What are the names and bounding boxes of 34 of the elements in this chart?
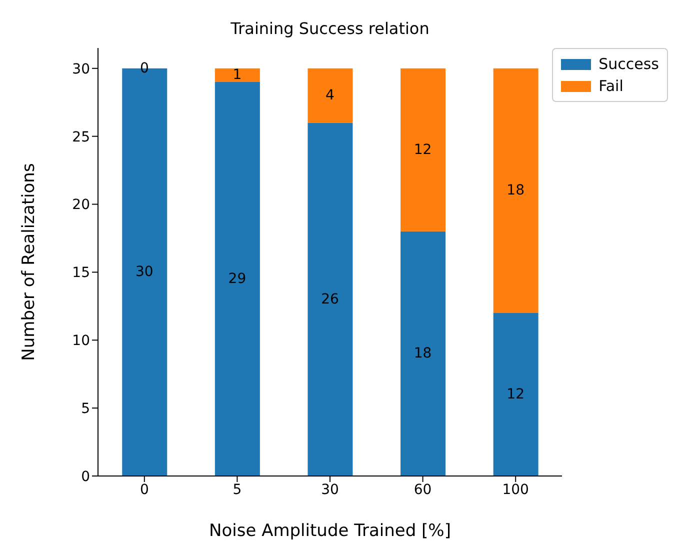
x-tick-label: 60 bbox=[414, 482, 432, 498]
data-label: 4 bbox=[326, 88, 335, 104]
data-label: 12 bbox=[506, 386, 525, 402]
y-tick-label: 20 bbox=[72, 197, 90, 214]
y-tick-label: 15 bbox=[72, 265, 90, 282]
y-tick-label: 10 bbox=[72, 333, 90, 350]
y-tick-label: 0 bbox=[81, 468, 90, 485]
data-label: 30 bbox=[135, 264, 154, 280]
bar bbox=[400, 231, 446, 476]
y-tick-label: 5 bbox=[81, 401, 90, 418]
bar bbox=[214, 68, 260, 82]
x-tick-label: 30 bbox=[321, 482, 339, 498]
x-tick-label: 0 bbox=[140, 482, 149, 498]
y-axis-title: Number of Realizations bbox=[19, 163, 40, 361]
chart-title: Training Success relation bbox=[230, 19, 430, 38]
y-tick-label: 30 bbox=[72, 61, 90, 78]
bar bbox=[493, 312, 538, 476]
data-label: 12 bbox=[414, 142, 432, 158]
bar bbox=[400, 68, 446, 232]
x-tick-label: 5 bbox=[232, 482, 242, 498]
bar bbox=[493, 68, 538, 313]
legend-label: Fail bbox=[598, 76, 624, 97]
y-tick-label: 25 bbox=[72, 129, 90, 146]
legend-label: Success bbox=[598, 54, 659, 75]
bar bbox=[308, 68, 353, 123]
data-label: 26 bbox=[321, 291, 339, 308]
data-label: 18 bbox=[414, 346, 432, 362]
x-axis-title: Noise Amplitude Trained [%] bbox=[209, 521, 451, 541]
data-label: 1 bbox=[232, 67, 242, 84]
bar bbox=[308, 122, 353, 476]
data-label: 29 bbox=[228, 270, 246, 287]
x-tick-label: 100 bbox=[502, 482, 529, 498]
bar bbox=[214, 82, 260, 476]
data-label: 18 bbox=[506, 182, 525, 199]
